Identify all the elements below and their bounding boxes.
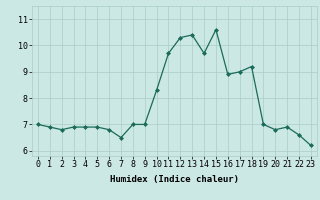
X-axis label: Humidex (Indice chaleur): Humidex (Indice chaleur) <box>110 175 239 184</box>
